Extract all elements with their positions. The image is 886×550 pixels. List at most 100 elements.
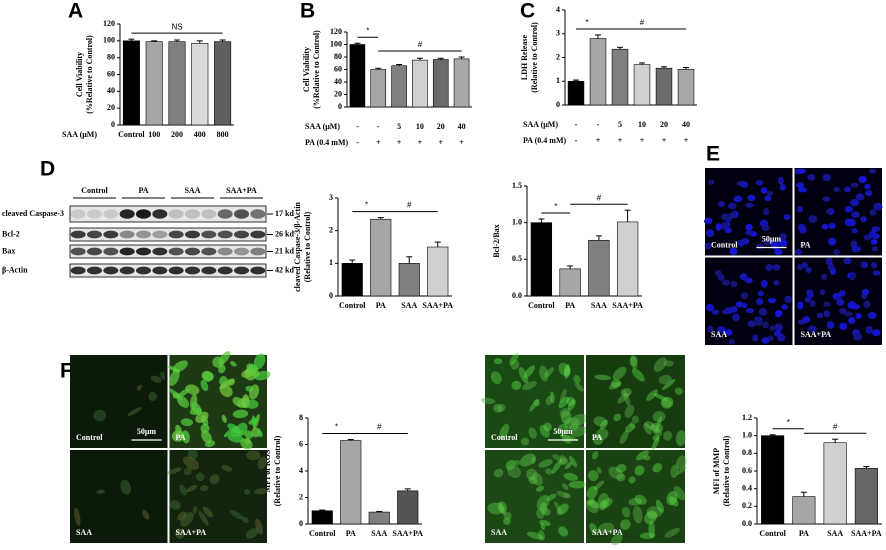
- cell: [538, 530, 545, 541]
- nucleus: [706, 325, 714, 333]
- image-label: PA: [176, 433, 186, 442]
- cell: [619, 519, 631, 530]
- bar: [370, 69, 387, 108]
- cell: [181, 430, 190, 444]
- nucleus: [809, 300, 816, 308]
- x-tick-label: 100: [148, 130, 160, 139]
- nucleus: [850, 182, 859, 188]
- nucleus: [822, 196, 831, 202]
- cell: [96, 489, 106, 494]
- blot-band: [250, 247, 266, 256]
- nucleus: [735, 301, 744, 308]
- cell: [597, 492, 610, 511]
- nucleus: [724, 329, 733, 336]
- nucleus: [820, 273, 828, 281]
- blot-band: [233, 247, 250, 256]
- micrograph: [586, 450, 685, 543]
- nucleus: [740, 181, 749, 188]
- error-bar: [347, 438, 354, 441]
- cell: [622, 506, 631, 518]
- x-tick-label: SAA: [371, 529, 387, 538]
- blot-band: [119, 266, 135, 275]
- error-bar: [396, 64, 403, 66]
- bar: [453, 58, 470, 108]
- nucleus: [865, 326, 873, 334]
- nucleus: [704, 242, 712, 250]
- error-bar: [595, 34, 601, 39]
- cell: [127, 407, 142, 417]
- micrograph: [485, 450, 584, 543]
- nucleus: [850, 198, 860, 207]
- nucleus: [758, 307, 768, 316]
- y-tick-label: 1: [329, 258, 333, 267]
- cell: [647, 510, 658, 520]
- cell: [511, 380, 522, 390]
- error-bar: [434, 241, 441, 247]
- blot-band: [152, 266, 168, 275]
- bar: [311, 510, 333, 525]
- cell: [493, 468, 504, 478]
- nucleus: [823, 310, 831, 318]
- table-cell: -: [356, 122, 359, 131]
- table-cell: +: [662, 136, 667, 145]
- blot-band: [233, 209, 250, 219]
- cell: [198, 511, 209, 526]
- bar: [398, 263, 420, 297]
- cell: [244, 430, 254, 439]
- cell: [509, 352, 519, 366]
- x-tick-label: 400: [194, 130, 206, 139]
- cell: [617, 392, 630, 404]
- error-bar: [349, 259, 356, 264]
- cell: [545, 396, 553, 406]
- table-cell: 20: [660, 120, 668, 129]
- cell: [545, 468, 553, 475]
- bar: [854, 468, 878, 525]
- nucleus: [769, 325, 777, 331]
- cell: [528, 427, 537, 439]
- cell: [596, 428, 609, 440]
- error-bar: [151, 40, 158, 42]
- cell: [676, 455, 687, 470]
- cell: [563, 366, 571, 377]
- table-cell: 40: [682, 120, 690, 129]
- nucleus: [732, 313, 740, 322]
- cell: [166, 467, 182, 475]
- nucleus: [861, 288, 870, 296]
- y-tick-label: 20: [107, 103, 115, 112]
- blot-band: [135, 247, 152, 256]
- cell: [652, 427, 663, 437]
- cell: [666, 491, 678, 506]
- blot-band: [70, 247, 86, 256]
- cell: [209, 474, 220, 485]
- table-cell: -: [356, 138, 359, 147]
- nucleus: [825, 257, 833, 266]
- cell: [644, 421, 656, 430]
- cell: [256, 429, 263, 438]
- cell: [599, 419, 609, 430]
- y-axis-label: Cell Viability: [302, 47, 311, 92]
- cell: [559, 455, 567, 465]
- cell: [588, 500, 600, 509]
- error-bar: [354, 42, 361, 45]
- annotation: *: [366, 26, 369, 35]
- cell: [200, 423, 210, 434]
- cell: [185, 384, 200, 395]
- cell: [564, 461, 573, 470]
- micrograph: [485, 355, 584, 448]
- cell: [628, 497, 643, 506]
- nucleus: [860, 216, 867, 223]
- error-bar: [375, 67, 382, 70]
- blot-band: [152, 230, 168, 239]
- micrograph: [70, 450, 168, 543]
- cell: [526, 531, 544, 540]
- nucleus: [843, 257, 852, 265]
- nucleus: [825, 208, 833, 214]
- cell: [646, 389, 658, 401]
- cell: [673, 486, 686, 501]
- cell: [230, 361, 237, 367]
- bar: [761, 435, 785, 525]
- blot-band: [201, 266, 217, 275]
- nucleus: [822, 173, 831, 182]
- cell: [536, 508, 545, 520]
- nucleus: [777, 176, 784, 185]
